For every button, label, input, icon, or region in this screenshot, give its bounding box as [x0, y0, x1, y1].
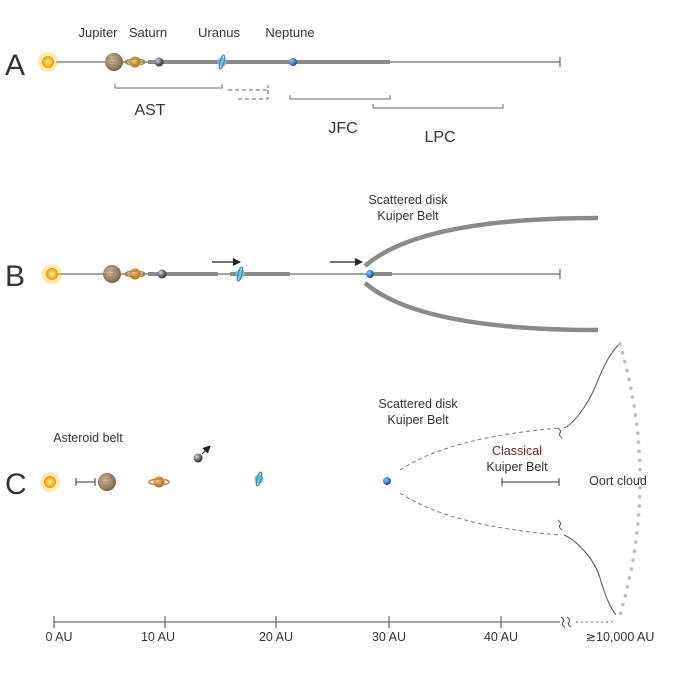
- uranus-label: Uranus: [198, 25, 240, 40]
- oort-cloud-upper-edge: [563, 343, 620, 429]
- axis-tick-label: 10 AU: [141, 630, 175, 644]
- break-mark: [557, 427, 563, 439]
- populated-band: [148, 60, 390, 64]
- populated-band: [230, 272, 290, 276]
- ast-label: AST: [134, 102, 165, 119]
- jupiter-label: Jupiter: [78, 25, 118, 40]
- axis-tick-label: 20 AU: [259, 630, 293, 644]
- neptune-icon: [383, 477, 391, 485]
- panel-c: C Asteroid belt Scattered disk Kuiper Be…: [5, 342, 647, 617]
- jupiter-icon: [104, 52, 124, 72]
- scattered-disk-label: Scattered disk: [378, 397, 458, 411]
- asteroid-icon: [154, 57, 164, 67]
- ejected-planet-icon: [193, 453, 203, 463]
- sun-icon: [40, 472, 60, 492]
- axis-break-mark: [560, 616, 566, 628]
- asteroid-icon: [157, 269, 167, 279]
- sun-icon: [38, 52, 58, 72]
- asteroid-belt-label: Asteroid belt: [53, 431, 123, 445]
- jupiter-icon: [97, 472, 117, 492]
- lpc-bracket: [372, 104, 504, 109]
- uranus-icon: [234, 266, 246, 282]
- axis-tick-label: 30 AU: [372, 630, 406, 644]
- scattered-disk-upper-curve: [363, 215, 599, 268]
- uranus-icon: [253, 471, 265, 487]
- panel-c-letter: C: [5, 468, 27, 501]
- classical-belt-range: [501, 478, 560, 486]
- ejection-arrow-icon: [201, 445, 211, 455]
- axis-tick-label: 40 AU: [484, 630, 518, 644]
- axis-break-mark: [566, 616, 572, 628]
- saturn-icon: [148, 475, 170, 489]
- sun-icon: [42, 264, 62, 284]
- neptune-icon: [366, 270, 374, 278]
- asteroid-belt-range: [75, 478, 96, 486]
- jupiter-icon: [102, 264, 122, 284]
- oort-cloud-dotted-boundary: [618, 342, 642, 617]
- uranus-icon: [216, 54, 228, 70]
- classical-kuiper-belt-label: Kuiper Belt: [486, 460, 548, 474]
- scattered-disk-lower-edge: [399, 492, 561, 536]
- populated-band: [374, 272, 392, 276]
- classical-label: Classical: [492, 444, 542, 458]
- oort-cloud-lower-edge: [563, 534, 617, 616]
- break-mark: [557, 519, 563, 531]
- panel-a-letter: A: [5, 49, 25, 82]
- kuiper-belt-label: Kuiper Belt: [387, 413, 449, 427]
- jfc-bracket: [289, 95, 391, 100]
- saturn-label: Saturn: [129, 25, 167, 40]
- scattered-disk-label: Scattered disk: [368, 193, 448, 207]
- neptune-icon: [289, 58, 297, 66]
- transition-dashed-bracket: [228, 85, 269, 100]
- panel-a: A Jupiter Saturn Uranus Neptune AST JFC …: [5, 25, 561, 146]
- lpc-label: LPC: [424, 129, 455, 146]
- axis-tick-label: 0 AU: [45, 630, 72, 644]
- panel-b: B Scattered disk Kuiper Belt: [5, 193, 599, 333]
- ast-bracket: [114, 84, 223, 89]
- oort-cloud-label: Oort cloud: [589, 474, 647, 488]
- neptune-label: Neptune: [265, 25, 314, 40]
- jfc-label: JFC: [328, 120, 357, 137]
- axis-far-tick-label: ≳10,000 AU: [586, 630, 655, 644]
- scattered-disk-upper-edge: [399, 427, 561, 471]
- panel-b-letter: B: [5, 260, 25, 293]
- kuiper-belt-label: Kuiper Belt: [377, 209, 439, 223]
- scattered-disk-lower-curve: [363, 281, 599, 333]
- distance-axis: 0 AU 10 AU 20 AU 30 AU 40 AU ≳10,000 AU: [45, 616, 654, 644]
- populated-band: [148, 272, 218, 276]
